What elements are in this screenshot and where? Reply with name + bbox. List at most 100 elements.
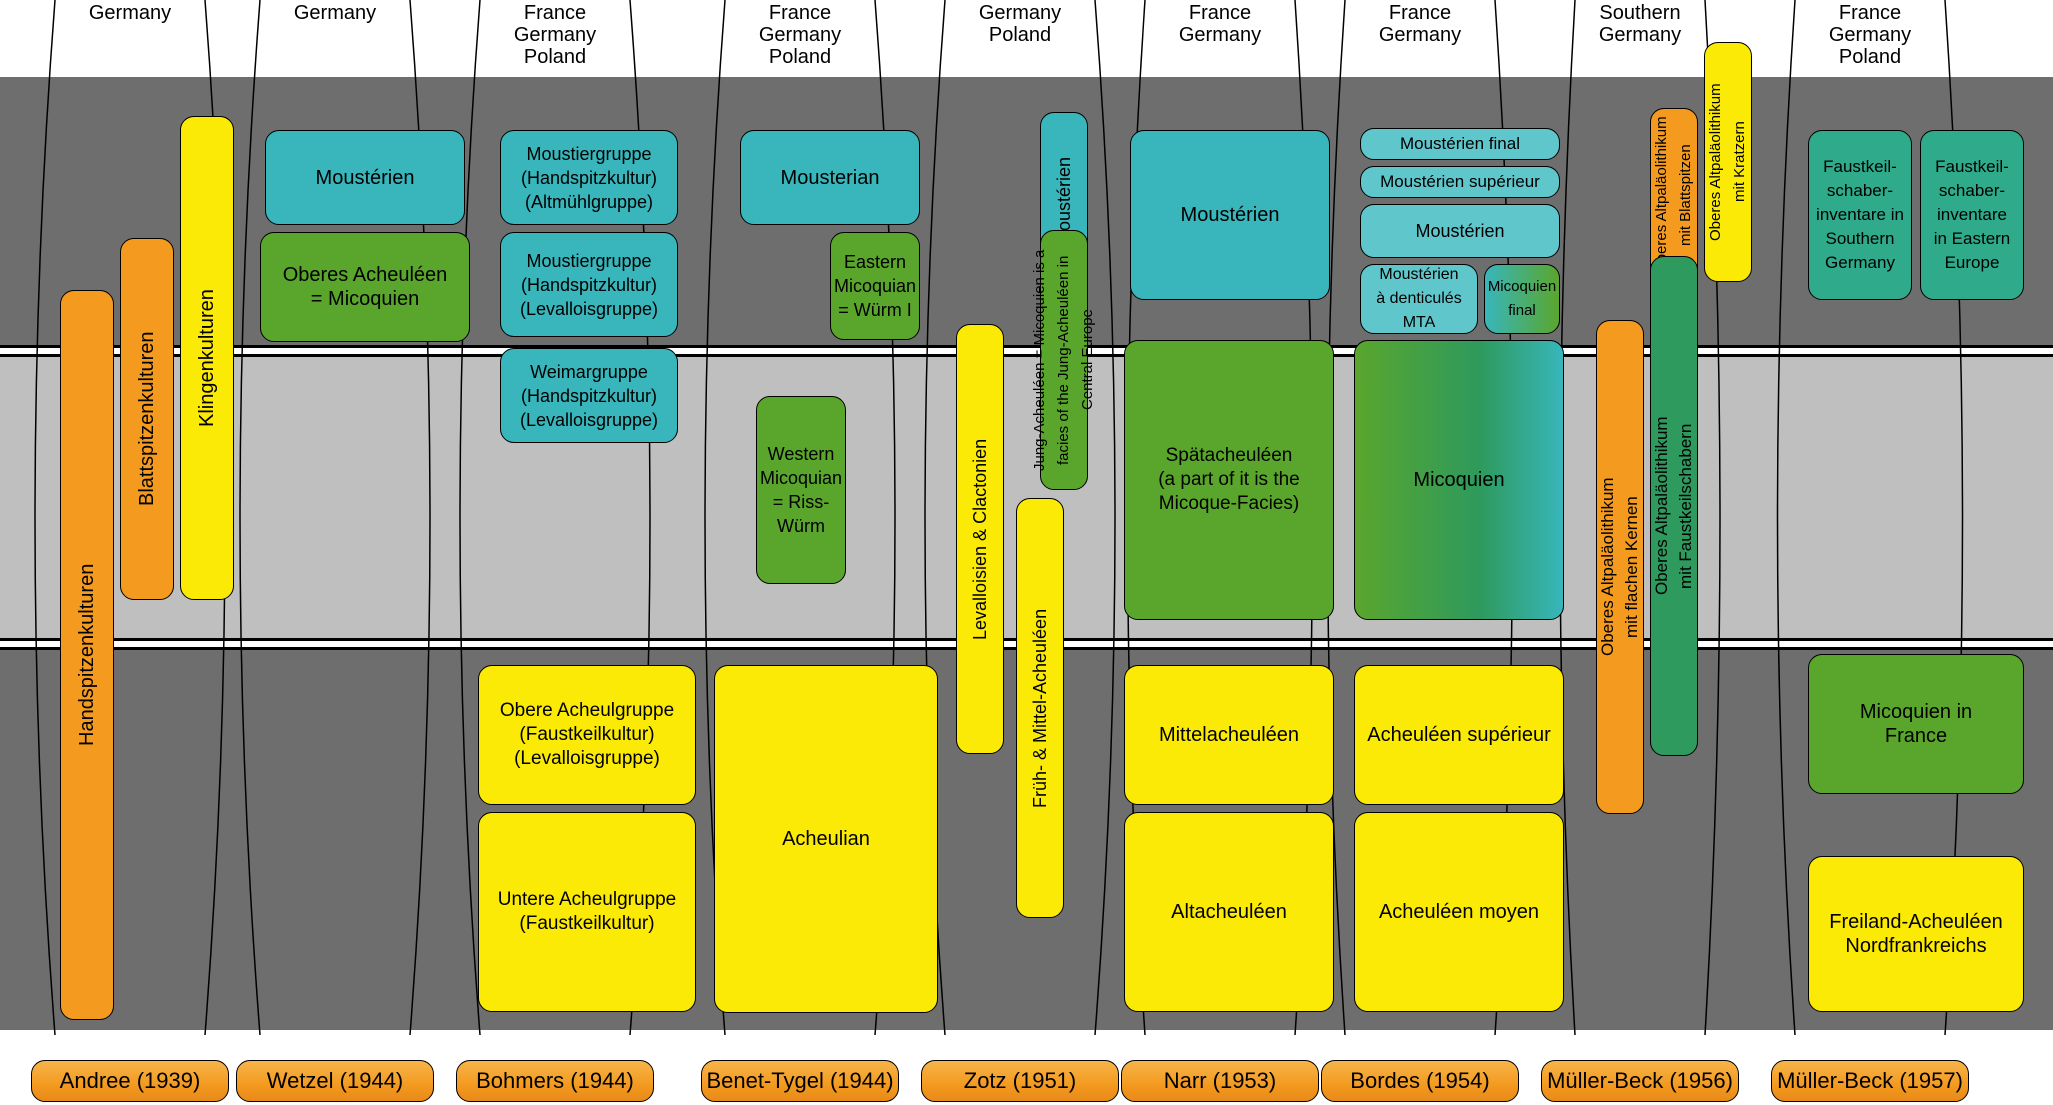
box-label: Altacheuléen bbox=[1171, 900, 1287, 924]
box-label: Faustkeil-schaber-inventare inSouthernGe… bbox=[1816, 155, 1904, 275]
box-label: Weimargruppe(Handspitzkultur)(Levalloisg… bbox=[520, 360, 658, 432]
box-z2: Levalloisien & Clactonien bbox=[956, 324, 1004, 754]
geo-label-2: FranceGermanyPoland bbox=[475, 2, 635, 68]
geo-label-7: SouthernGermany bbox=[1560, 2, 1720, 46]
geo-label-1: Germany bbox=[255, 2, 415, 24]
box-label: Oberes Altpaläolithikummit Blattspitzen bbox=[1650, 116, 1698, 274]
author-pill-5: Narr (1953) bbox=[1121, 1060, 1319, 1102]
author-label: Bordes (1954) bbox=[1350, 1068, 1489, 1094]
author-pill-8: Müller-Beck (1957) bbox=[1771, 1060, 1969, 1102]
box-label: Micoquien bbox=[1413, 468, 1504, 492]
box-m3: Oberes Altpaläolithikummit Faustkeilscha… bbox=[1650, 256, 1698, 756]
box-label: WesternMicoquian= Riss-Würm bbox=[760, 442, 842, 538]
box-label: Acheuléen supérieur bbox=[1367, 723, 1550, 747]
box-label: Acheuléen moyen bbox=[1379, 900, 1539, 924]
box-w1: Oberes Acheuléen= Micoquien bbox=[260, 232, 470, 342]
box-label: Moustérien bbox=[1181, 203, 1280, 227]
author-label: Müller-Beck (1957) bbox=[1777, 1068, 1963, 1094]
box-label: Obere Acheulgruppe(Faustkeilkultur)(Leva… bbox=[500, 699, 674, 771]
box-n3: Altacheuléen bbox=[1124, 812, 1334, 1012]
box-label: Mousterian bbox=[781, 166, 880, 190]
box-label: Oberes Altpaläolithikummit flachen Kerne… bbox=[1596, 478, 1644, 657]
box-bt0: Mousterian bbox=[740, 130, 920, 225]
author-pill-6: Bordes (1954) bbox=[1321, 1060, 1519, 1102]
box-label: Moustérien final bbox=[1400, 132, 1520, 156]
box-label: Früh- & Mittel-Acheuléen bbox=[1028, 608, 1052, 807]
box-bd2: Moustérien bbox=[1360, 204, 1560, 258]
box-bd3: Moustérienà denticulésMTA bbox=[1360, 264, 1478, 334]
box-b3: Obere Acheulgruppe(Faustkeilkultur)(Leva… bbox=[478, 665, 696, 805]
box-label: Klingenkulturen bbox=[195, 289, 219, 427]
geo-label-0: Germany bbox=[50, 2, 210, 24]
box-z1: Jung-Acheuléen = Micoquien is afacies of… bbox=[1040, 230, 1088, 490]
box-label: Moustérien bbox=[316, 166, 415, 190]
box-label: Oberes Altpaläolithikummit Faustkeilscha… bbox=[1650, 417, 1698, 596]
box-a2: Klingenkulturen bbox=[180, 116, 234, 600]
geo-label-3: FranceGermanyPoland bbox=[720, 2, 880, 68]
box-label: Levalloisien & Clactonien bbox=[968, 438, 992, 639]
box-label: Spätacheuléen(a part of it is theMicoque… bbox=[1158, 444, 1300, 516]
box-label: Untere Acheulgruppe(Faustkeilkultur) bbox=[498, 888, 677, 936]
box-b0: Moustiergruppe(Handspitzkultur)(Altmühlg… bbox=[500, 130, 678, 225]
author-pill-1: Wetzel (1944) bbox=[236, 1060, 434, 1102]
geo-label-4: GermanyPoland bbox=[940, 2, 1100, 46]
box-label: Freiland-AcheuléenNordfrankreichs bbox=[1829, 910, 2002, 958]
author-label: Narr (1953) bbox=[1164, 1068, 1276, 1094]
box-bt1: EasternMicoquian= Würm I bbox=[830, 232, 920, 340]
box-z3: Früh- & Mittel-Acheuléen bbox=[1016, 498, 1064, 918]
box-mb1: Faustkeil-schaber-inventarein EasternEur… bbox=[1920, 130, 2024, 300]
box-label: Oberes Acheuléen= Micoquien bbox=[283, 263, 448, 311]
box-label: Faustkeil-schaber-inventarein EasternEur… bbox=[1934, 155, 2011, 275]
author-label: Müller-Beck (1956) bbox=[1547, 1068, 1733, 1094]
box-label: Micoquien inFrance bbox=[1860, 700, 1972, 748]
box-n0: Moustérien bbox=[1130, 130, 1330, 300]
author-label: Benet-Tygel (1944) bbox=[706, 1068, 893, 1094]
author-pill-3: Benet-Tygel (1944) bbox=[701, 1060, 899, 1102]
author-pill-2: Bohmers (1944) bbox=[456, 1060, 654, 1102]
geo-label-5: FranceGermany bbox=[1140, 2, 1300, 46]
box-label: Moustiergruppe(Handspitzkultur)(Altmühlg… bbox=[521, 142, 657, 214]
box-a0: Handspitzenkulturen bbox=[60, 290, 114, 1020]
author-label: Bohmers (1944) bbox=[476, 1068, 634, 1094]
geo-label-6: FranceGermany bbox=[1340, 2, 1500, 46]
diagram-stage: Germany Germany FranceGermanyPoland FranceG… bbox=[0, 0, 2053, 1105]
box-bd6: Acheuléen supérieur bbox=[1354, 665, 1564, 805]
box-bd4: Micoquienfinal bbox=[1484, 264, 1560, 334]
box-label: EasternMicoquian= Würm I bbox=[834, 250, 916, 322]
box-label: Moustérienà denticulésMTA bbox=[1376, 263, 1461, 335]
author-label: Wetzel (1944) bbox=[267, 1068, 404, 1094]
box-label: Moustérien bbox=[1415, 219, 1504, 243]
author-label: Andree (1939) bbox=[60, 1068, 201, 1094]
box-label: Micoquienfinal bbox=[1488, 275, 1556, 323]
author-pill-4: Zotz (1951) bbox=[921, 1060, 1119, 1102]
box-bt2: WesternMicoquian= Riss-Würm bbox=[756, 396, 846, 584]
box-b1: Moustiergruppe(Handspitzkultur)(Levalloi… bbox=[500, 232, 678, 337]
box-bt3: Acheulian bbox=[714, 665, 938, 1013]
box-mb0: Faustkeil-schaber-inventare inSouthernGe… bbox=[1808, 130, 1912, 300]
box-label: Blattspitzenkulturen bbox=[135, 332, 159, 507]
box-bd1: Moustérien supérieur bbox=[1360, 166, 1560, 198]
box-mb3: Freiland-AcheuléenNordfrankreichs bbox=[1808, 856, 2024, 1012]
box-m0: Oberes Altpaläolithikummit flachen Kerne… bbox=[1596, 320, 1644, 814]
geo-label-8: FranceGermanyPoland bbox=[1790, 2, 1950, 68]
box-n2: Mittelacheuléen bbox=[1124, 665, 1334, 805]
box-bd7: Acheuléen moyen bbox=[1354, 812, 1564, 1012]
box-label: Handspitzenkulturen bbox=[75, 564, 99, 746]
box-a1: Blattspitzenkulturen bbox=[120, 238, 174, 600]
box-label: Acheulian bbox=[782, 827, 870, 851]
box-label: Mittelacheuléen bbox=[1159, 723, 1299, 747]
box-b4: Untere Acheulgruppe(Faustkeilkultur) bbox=[478, 812, 696, 1012]
box-label: Jung-Acheuléen = Micoquien is afacies of… bbox=[1028, 249, 1100, 470]
box-mb2: Micoquien inFrance bbox=[1808, 654, 2024, 794]
author-label: Zotz (1951) bbox=[964, 1068, 1077, 1094]
author-pill-0: Andree (1939) bbox=[31, 1060, 229, 1102]
box-label: Moustérien supérieur bbox=[1380, 170, 1540, 194]
box-b2: Weimargruppe(Handspitzkultur)(Levalloisg… bbox=[500, 348, 678, 443]
box-label: Oberes Altpaläolithikummit Kratzern bbox=[1704, 83, 1752, 241]
box-label: Moustiergruppe(Handspitzkultur)(Levalloi… bbox=[520, 249, 658, 321]
box-w0: Moustérien bbox=[265, 130, 465, 225]
box-n1: Spätacheuléen(a part of it is theMicoque… bbox=[1124, 340, 1334, 620]
box-m2: Oberes Altpaläolithikummit Kratzern bbox=[1704, 42, 1752, 282]
box-bd0: Moustérien final bbox=[1360, 128, 1560, 160]
box-bd5: Micoquien bbox=[1354, 340, 1564, 620]
